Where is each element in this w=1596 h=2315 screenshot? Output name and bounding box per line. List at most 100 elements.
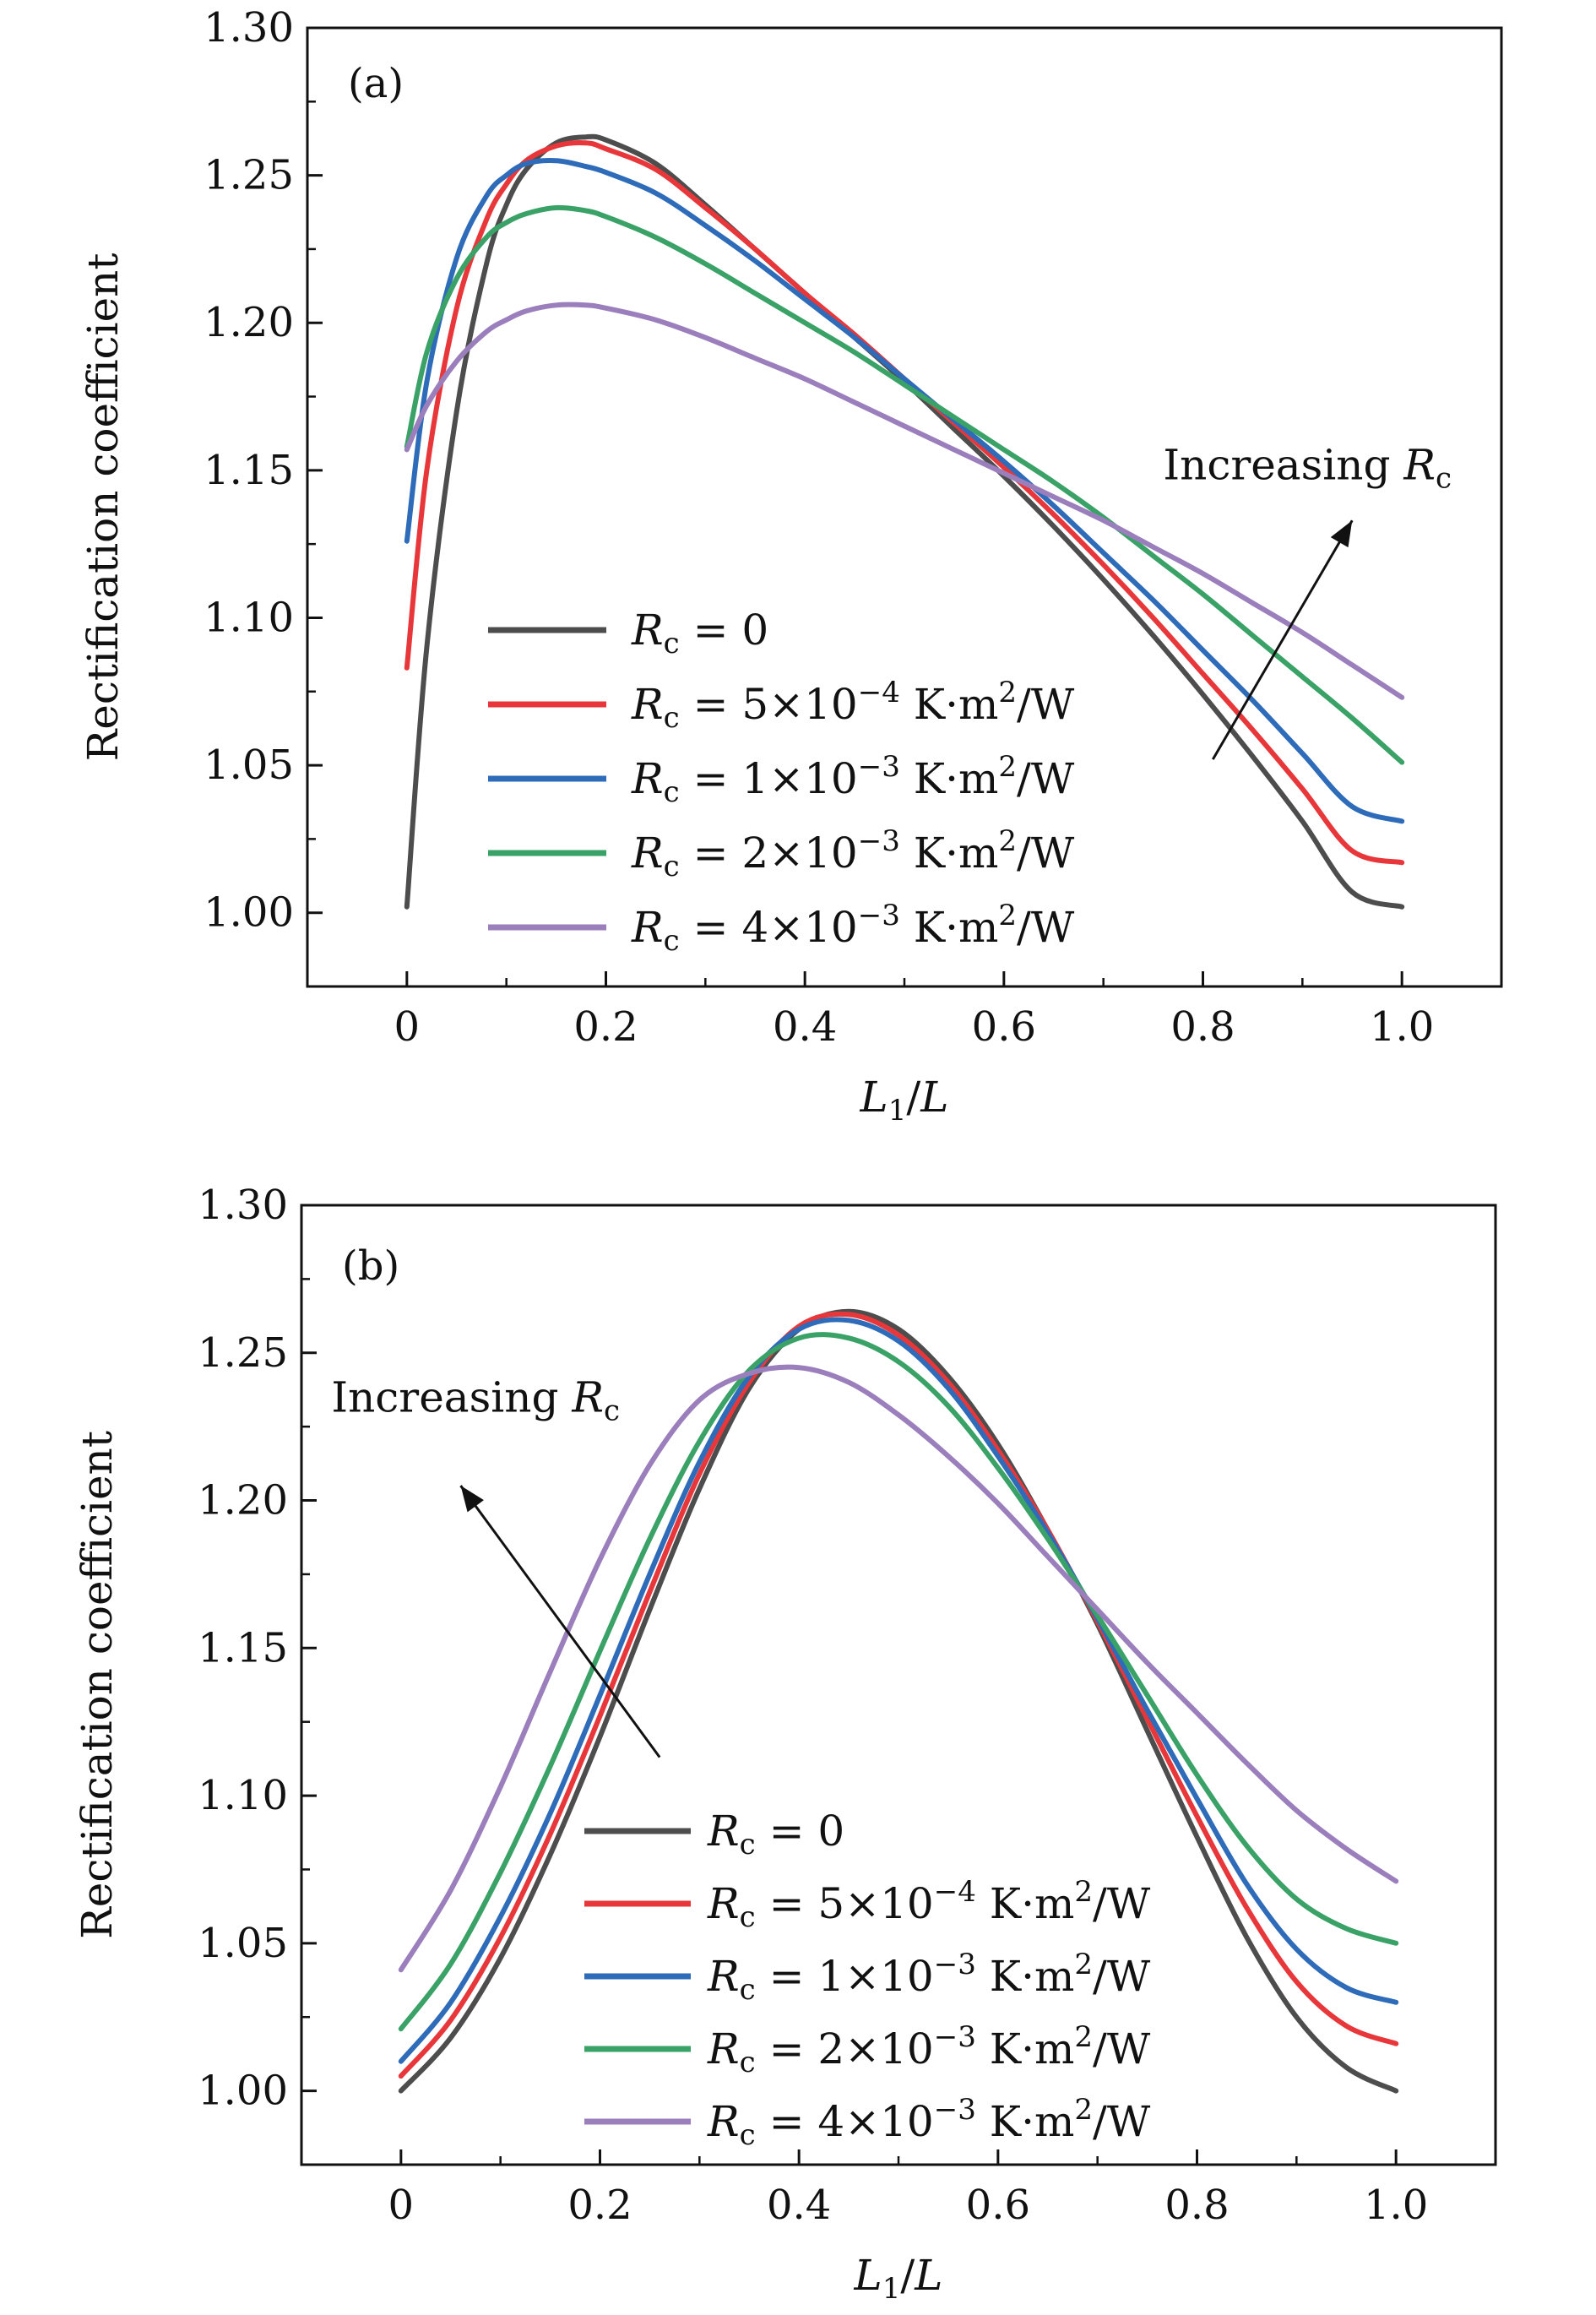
legend-unit-exponent: 2 <box>998 750 1017 784</box>
legend-value: = 5×10 <box>756 1879 934 1928</box>
y-tick-label: 1.05 <box>204 742 294 789</box>
series-line-2 <box>404 158 1405 824</box>
x-tick-label: 0.4 <box>767 2182 831 2229</box>
legend-unit: K·m <box>900 680 999 729</box>
annotation-sub: c <box>604 1394 620 1428</box>
annotation-arrowhead <box>1330 520 1353 548</box>
legend-exponent: −3 <box>858 750 900 784</box>
annotation-arrow-line <box>1211 519 1354 760</box>
series-line-1 <box>404 140 1405 866</box>
legend-exponent: −4 <box>934 1875 976 1909</box>
legend-label-3: Rc = 2×10−3 K·m2/W <box>707 2020 1151 2079</box>
legend-unit-tail: /W <box>1017 754 1075 803</box>
series-line-3 <box>398 1332 1399 2032</box>
x-title-var2: L <box>920 1073 948 1122</box>
annotation-word: Increasing <box>331 1373 572 1422</box>
legend-unit-tail: /W <box>1093 1879 1151 1928</box>
x-tick-label: 0 <box>388 2182 415 2229</box>
y-tick-label: 1.25 <box>204 152 294 199</box>
y-tick-label: 1.15 <box>198 1624 288 1671</box>
legend-exponent: −3 <box>934 2093 976 2127</box>
series-line-3 <box>404 204 1405 765</box>
x-title-slash: / <box>906 1073 920 1122</box>
x-tick-label: 0.6 <box>966 2182 1030 2229</box>
legend-sub: c <box>664 701 680 735</box>
legend-var: R <box>707 2024 740 2073</box>
legend-label-2: Rc = 1×10−3 K·m2/W <box>707 1948 1151 2007</box>
series-line-1 <box>398 1311 1399 2079</box>
legend-label-0: Rc = 0 <box>631 606 768 660</box>
legend-unit: K·m <box>900 754 999 803</box>
x-tick-label: 1.0 <box>1364 2182 1428 2229</box>
x-tick-label: 0.8 <box>1164 2182 1229 2229</box>
series-line-4 <box>404 302 1405 700</box>
y-tick-label: 1.15 <box>204 447 294 494</box>
y-tick-label: 1.20 <box>204 299 294 346</box>
legend-var: R <box>707 2097 740 2146</box>
legend-exponent: −4 <box>858 676 900 709</box>
annotation-var: R <box>571 1373 604 1422</box>
y-tick-label: 1.10 <box>204 594 294 641</box>
legend-var: R <box>631 754 664 803</box>
x-tick-label: 0.4 <box>773 1003 837 1051</box>
x-title-var2: L <box>914 2251 942 2300</box>
legend-unit: K·m <box>976 2097 1075 2146</box>
x-title-var: L <box>854 2251 882 2300</box>
legend-unit-tail: /W <box>1093 2024 1151 2073</box>
legend-unit: K·m <box>900 903 999 952</box>
legend-value: = 4×10 <box>680 903 858 952</box>
legend-label-0: Rc = 0 <box>707 1807 844 1861</box>
legend-value: = 0 <box>680 606 769 655</box>
legend-label-4: Rc = 4×10−3 K·m2/W <box>707 2093 1151 2152</box>
legend-unit-tail: /W <box>1017 680 1075 729</box>
legend-var: R <box>631 903 664 952</box>
series-line-4 <box>398 1364 1399 1973</box>
x-title-var: L <box>860 1073 888 1122</box>
legend-unit-tail: /W <box>1093 1952 1151 2001</box>
y-tick-label: 1.30 <box>198 1182 288 1229</box>
legend-unit-exponent: 2 <box>1074 2093 1093 2127</box>
legend-value: = 1×10 <box>680 754 858 803</box>
y-tick-label: 1.00 <box>198 2068 288 2115</box>
x-title-slash: / <box>900 2251 915 2300</box>
legend-exponent: −3 <box>934 1948 976 1981</box>
legend-var: R <box>631 829 664 878</box>
x-axis-title: L1/L <box>854 2251 943 2306</box>
panel-label: (a) <box>348 60 404 107</box>
annotation-text: Increasing Rc <box>331 1373 620 1428</box>
legend-unit: K·m <box>976 1952 1075 2001</box>
series-line-0 <box>398 1308 1399 2094</box>
legend-sub: c <box>664 924 680 958</box>
legend-unit-exponent: 2 <box>1074 1875 1093 1909</box>
x-tick-label: 0.2 <box>573 1003 638 1051</box>
legend-var: R <box>631 680 664 729</box>
legend-exponent: −3 <box>858 824 900 858</box>
annotation-text: Increasing Rc <box>1163 440 1452 495</box>
legend-unit-exponent: 2 <box>998 824 1017 858</box>
y-tick-label: 1.05 <box>198 1920 288 1967</box>
panel-a: 1.00 1.05 1.10 1.15 1.20 1.25 1.30 0 0.2 0.4 0.6 0.… <box>79 4 1503 1128</box>
legend-sub: c <box>740 1973 756 2007</box>
legend-var: R <box>707 1807 740 1856</box>
annotation-sub: c <box>1436 461 1452 495</box>
legend-label-4: Rc = 4×10−3 K·m2/W <box>631 899 1075 958</box>
x-tick-label: 0 <box>394 1003 421 1051</box>
legend-unit-exponent: 2 <box>998 676 1017 709</box>
legend-value: = 5×10 <box>680 680 858 729</box>
y-tick-label: 1.25 <box>198 1329 288 1377</box>
annotation-var: R <box>1403 440 1436 489</box>
x-tick-label: 1.0 <box>1370 1003 1434 1051</box>
legend-exponent: −3 <box>934 2020 976 2054</box>
annotation-word: Increasing <box>1163 440 1403 489</box>
legend-label-2: Rc = 1×10−3 K·m2/W <box>631 750 1075 809</box>
y-tick-label: 1.20 <box>198 1477 288 1524</box>
legend-var: R <box>631 606 664 655</box>
legend-unit-exponent: 2 <box>998 899 1017 932</box>
x-title-sub: 1 <box>882 2272 901 2306</box>
legend-unit-tail: /W <box>1017 903 1075 952</box>
y-axis-title: Rectification coefficient <box>73 1431 122 1939</box>
legend-sub: c <box>740 2118 756 2152</box>
legend-value: = 1×10 <box>756 1952 934 2001</box>
y-tick-label: 1.30 <box>204 4 294 52</box>
